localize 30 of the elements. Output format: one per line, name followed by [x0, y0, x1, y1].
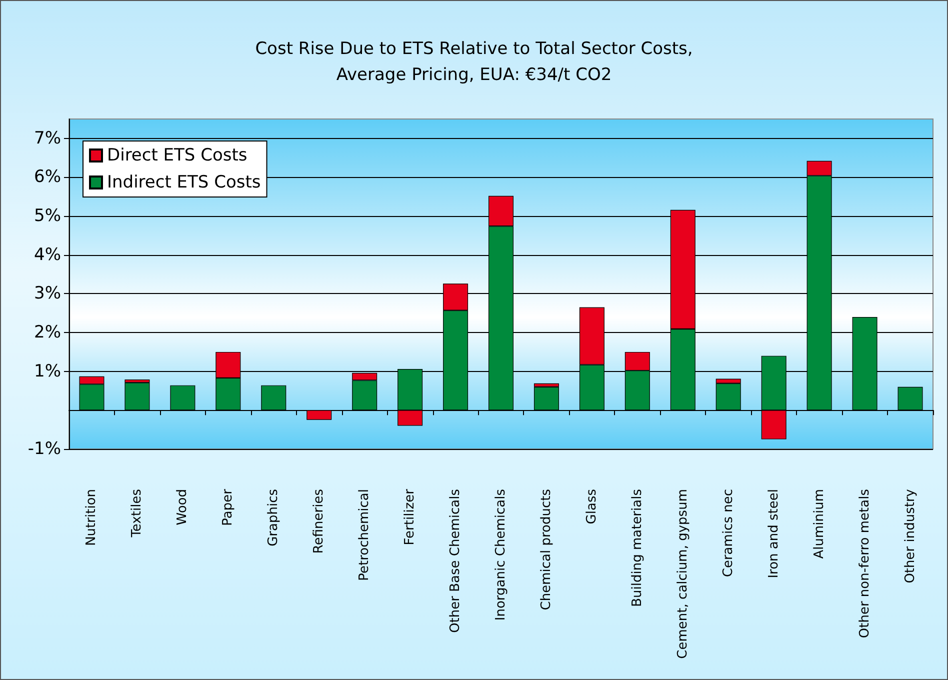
x-tick-label: Ceramics nec — [720, 489, 736, 578]
x-tick-label: Nutrition — [84, 489, 100, 546]
y-tick-label: 1% — [34, 361, 61, 382]
y-tick-label: 2% — [34, 322, 61, 343]
x-tick-label: Other non-ferro metals — [857, 488, 872, 638]
y-tick-label: 7% — [34, 128, 61, 148]
x-tick-label: Refineries — [312, 488, 327, 554]
x-tick-label: Paper — [220, 488, 236, 526]
x-tick-label: Chemical products — [538, 488, 554, 610]
x-tick-label: Other industry — [902, 488, 918, 584]
x-tick-label: Cement, calcium, gypsum — [675, 489, 690, 659]
x-tick-label: Petrochemical — [357, 489, 372, 581]
x-tick-label: Wood — [175, 489, 190, 526]
x-tick-label: Textiles — [130, 488, 145, 538]
x-tick-label: Fertilizer — [402, 488, 418, 546]
chart-title: Cost Rise Due to ETS Relative to Total Sector Costs, Average Pricing, EUA: €34/t CO2 — [255, 39, 693, 85]
legend-label: Direct ETS Costs — [107, 146, 248, 166]
y-tick-label: 4% — [34, 244, 61, 265]
y-tick-label: -1% — [28, 439, 61, 459]
x-tick-label: Graphics — [266, 488, 282, 546]
x-tick-label: Inorganic Chemicals — [494, 488, 508, 621]
legend-label: Indirect ETS Costs — [107, 172, 261, 192]
x-tick-label: Glass — [584, 488, 600, 524]
x-tick-label: Aluminium — [812, 489, 827, 559]
x-tick-label: Building materials — [630, 488, 645, 607]
x-tick-label: Other Base Chemicals — [448, 488, 464, 633]
y-tick-label: 3% — [34, 284, 61, 304]
x-tick-label: Iron and steel — [766, 489, 782, 578]
y-tick-label: 6% — [34, 167, 61, 188]
y-tick-label: 5% — [34, 206, 61, 226]
